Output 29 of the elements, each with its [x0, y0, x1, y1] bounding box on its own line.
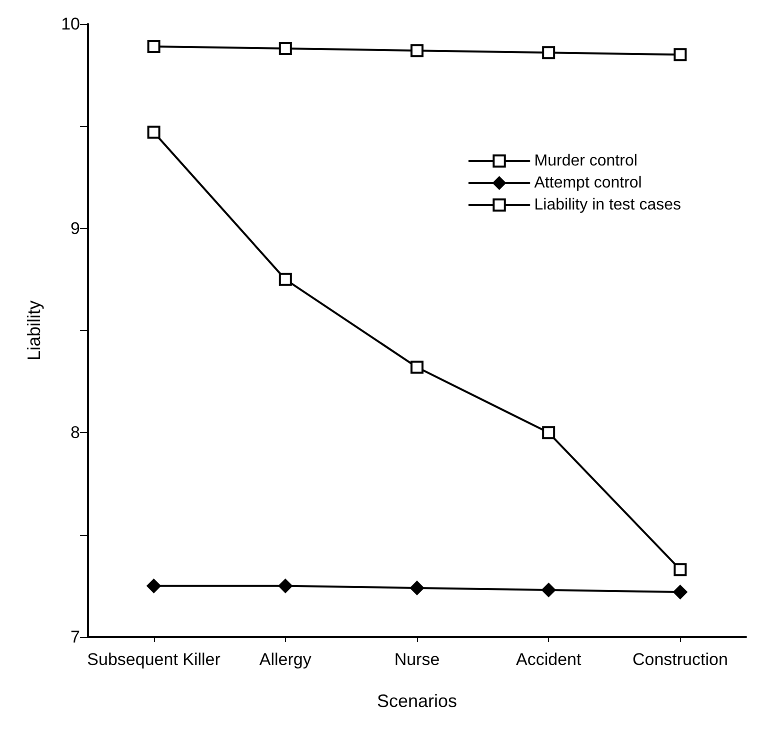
x-axis-title: Scenarios — [376, 691, 458, 711]
y-tick-label: 7 — [70, 628, 80, 646]
point — [146, 578, 161, 593]
point — [278, 578, 292, 593]
point — [674, 48, 687, 62]
y-tick-label: 8 — [70, 423, 80, 442]
point — [674, 563, 687, 576]
x-tick-label: Allergy — [259, 650, 312, 669]
legend-label: Murder control — [534, 152, 638, 170]
point — [410, 360, 424, 374]
point — [673, 585, 688, 600]
point — [147, 126, 160, 139]
x-tick-label: Nurse — [394, 650, 440, 669]
x-tick-label: Subsequent Killer — [87, 650, 221, 669]
point — [542, 426, 556, 440]
point — [278, 272, 292, 286]
point — [410, 44, 424, 58]
point — [410, 580, 424, 595]
point — [278, 42, 292, 56]
y-axis-title: Liability — [24, 300, 44, 361]
point — [542, 583, 556, 598]
point — [542, 46, 556, 60]
x-tick-label: Accident — [516, 650, 582, 669]
legend-label: Liability in test cases — [534, 196, 681, 214]
legend-label: Attempt control — [534, 174, 642, 192]
x-tick-label: Construction — [632, 650, 728, 669]
y-tick-label: 9 — [70, 218, 80, 238]
y-tick-label: 10 — [61, 14, 80, 34]
point — [147, 40, 160, 53]
